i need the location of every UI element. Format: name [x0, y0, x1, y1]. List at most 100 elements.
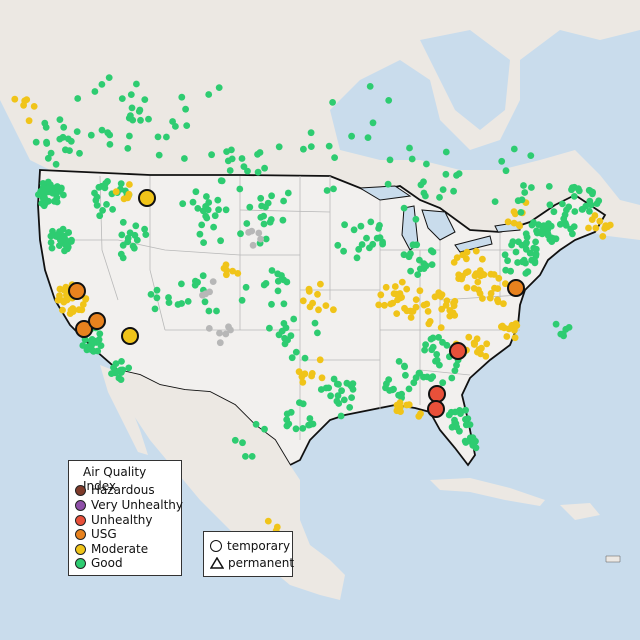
- monitor-point[interactable]: [42, 199, 50, 207]
- monitor-point[interactable]: [355, 245, 363, 253]
- monitor-point[interactable]: [266, 218, 274, 226]
- monitor-point[interactable]: [417, 181, 425, 189]
- monitor-point[interactable]: [428, 261, 436, 268]
- monitor-point[interactable]: [574, 185, 582, 193]
- monitor-point[interactable]: [106, 141, 114, 148]
- monitor-point[interactable]: [125, 364, 133, 372]
- monitor-point[interactable]: [224, 157, 232, 165]
- monitor-point[interactable]: [105, 74, 113, 81]
- monitor-point[interactable]: [453, 254, 461, 261]
- monitor-point[interactable]: [274, 287, 282, 295]
- monitor-point[interactable]: [60, 286, 68, 294]
- monitor-point[interactable]: [373, 234, 381, 242]
- monitor-point[interactable]: [256, 149, 264, 156]
- monitor-point[interactable]: [127, 91, 135, 98]
- monitor-point[interactable]: [132, 222, 140, 230]
- monitor-point[interactable]: [94, 347, 102, 355]
- monitor-point[interactable]: [514, 197, 522, 205]
- monitor-point[interactable]: [118, 358, 125, 365]
- monitor-point[interactable]: [375, 301, 383, 309]
- monitor-point[interactable]: [292, 348, 300, 356]
- monitor-point[interactable]: [526, 249, 534, 257]
- monitor-point[interactable]: [307, 129, 315, 137]
- monitor-point[interactable]: [409, 241, 417, 249]
- monitor-point[interactable]: [95, 183, 103, 191]
- monitor-point[interactable]: [202, 290, 210, 298]
- monitor-point[interactable]: [502, 280, 509, 288]
- monitor-point[interactable]: [151, 305, 159, 313]
- monitor-point[interactable]: [532, 250, 540, 258]
- monitor-point[interactable]: [226, 167, 234, 174]
- monitor-point[interactable]: [453, 361, 460, 369]
- monitor-point[interactable]: [199, 272, 207, 280]
- monitor-point[interactable]: [451, 297, 459, 305]
- monitor-point[interactable]: [318, 374, 326, 382]
- monitor-point[interactable]: [432, 357, 439, 365]
- monitor-point[interactable]: [181, 155, 188, 162]
- monitor-point[interactable]: [301, 354, 309, 362]
- monitor-point[interactable]: [422, 341, 429, 349]
- monitor-point[interactable]: [54, 188, 62, 196]
- monitor-point[interactable]: [601, 225, 609, 232]
- monitor-point[interactable]: [246, 203, 254, 211]
- monitor-point[interactable]: [47, 149, 55, 157]
- highlighted-monitor-point[interactable]: [68, 282, 86, 300]
- monitor-point[interactable]: [106, 131, 114, 139]
- monitor-point[interactable]: [112, 360, 120, 367]
- monitor-point[interactable]: [472, 247, 480, 255]
- monitor-point[interactable]: [103, 201, 110, 208]
- monitor-point[interactable]: [522, 230, 530, 238]
- monitor-point[interactable]: [570, 193, 578, 200]
- monitor-point[interactable]: [35, 191, 42, 199]
- monitor-point[interactable]: [435, 334, 442, 341]
- monitor-point[interactable]: [455, 170, 463, 178]
- monitor-point[interactable]: [459, 272, 466, 280]
- monitor-point[interactable]: [209, 278, 217, 285]
- monitor-point[interactable]: [382, 384, 389, 392]
- monitor-point[interactable]: [437, 293, 445, 300]
- monitor-point[interactable]: [287, 332, 295, 340]
- monitor-point[interactable]: [307, 143, 315, 151]
- monitor-point[interactable]: [112, 188, 120, 196]
- monitor-point[interactable]: [243, 220, 251, 227]
- monitor-point[interactable]: [101, 184, 109, 192]
- monitor-point[interactable]: [403, 401, 411, 409]
- monitor-point[interactable]: [61, 247, 68, 255]
- monitor-point[interactable]: [54, 231, 62, 239]
- monitor-point[interactable]: [165, 294, 172, 301]
- monitor-point[interactable]: [215, 206, 223, 214]
- monitor-point[interactable]: [52, 160, 60, 168]
- monitor-point[interactable]: [450, 187, 457, 195]
- monitor-point[interactable]: [178, 280, 185, 288]
- monitor-point[interactable]: [119, 254, 127, 262]
- monitor-point[interactable]: [340, 247, 347, 255]
- monitor-point[interactable]: [280, 197, 287, 205]
- monitor-point[interactable]: [331, 154, 338, 162]
- monitor-point[interactable]: [109, 206, 116, 213]
- monitor-point[interactable]: [275, 143, 283, 151]
- monitor-point[interactable]: [322, 302, 330, 309]
- monitor-point[interactable]: [401, 304, 408, 312]
- monitor-point[interactable]: [44, 184, 52, 192]
- monitor-point[interactable]: [514, 259, 521, 266]
- monitor-point[interactable]: [124, 192, 132, 200]
- monitor-point[interactable]: [62, 242, 70, 250]
- monitor-point[interactable]: [414, 271, 422, 278]
- monitor-point[interactable]: [25, 117, 33, 125]
- monitor-point[interactable]: [330, 306, 337, 314]
- monitor-point[interactable]: [47, 232, 55, 240]
- monitor-point[interactable]: [400, 251, 408, 259]
- monitor-point[interactable]: [436, 194, 443, 201]
- monitor-point[interactable]: [341, 221, 348, 229]
- monitor-point[interactable]: [437, 324, 445, 331]
- monitor-point[interactable]: [439, 186, 447, 194]
- monitor-point[interactable]: [442, 170, 450, 178]
- monitor-point[interactable]: [408, 155, 416, 163]
- monitor-point[interactable]: [117, 376, 125, 383]
- monitor-point[interactable]: [44, 154, 52, 162]
- monitor-point[interactable]: [299, 400, 307, 408]
- monitor-point[interactable]: [154, 133, 162, 141]
- monitor-point[interactable]: [463, 284, 471, 292]
- highlighted-monitor-point[interactable]: [138, 189, 156, 207]
- monitor-point[interactable]: [264, 517, 272, 525]
